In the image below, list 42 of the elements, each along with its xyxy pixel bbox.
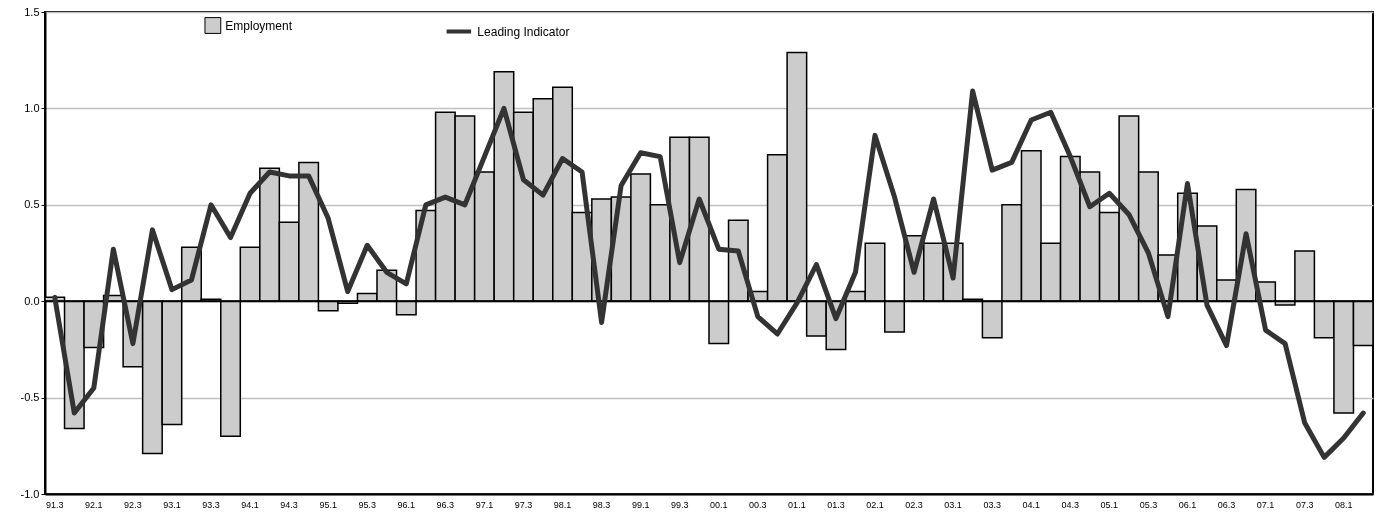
x-tick-label: 95.3 [358,499,376,510]
x-tick-label: 05.1 [1100,499,1119,510]
x-tick-label: 99.3 [670,499,689,510]
legend-label: Employment [225,18,293,33]
x-tick-label: 04.3 [1061,499,1080,510]
x-tick-label: 01.1 [788,499,806,510]
legend-label: Leading Indicator [477,24,570,39]
x-tick-label: 92.1 [85,499,103,510]
x-tick-label: 99.1 [631,499,650,510]
x-tick-label: 00.1 [710,499,728,510]
x-tick-label: 96.1 [397,499,416,510]
x-tick-label: 97.1 [475,499,494,510]
y-tick-label: 0.0 [24,294,40,307]
x-tick-label: 06.1 [1178,499,1197,510]
x-tick-label: 93.3 [202,499,220,510]
x-tick-label: 07.1 [1256,499,1275,510]
x-tick-label: 02.3 [905,499,923,510]
x-tick-label: 02.1 [866,499,884,510]
x-tick-label: 03.3 [983,499,1001,510]
x-tick-label: 08.1 [1334,499,1353,510]
x-tick-label: 96.3 [436,499,455,510]
x-tick-label: 03.1 [944,499,962,510]
x-tick-label: 05.3 [1139,499,1158,510]
y-tick-label: 1.0 [24,101,40,114]
x-tick-label: 06.3 [1217,499,1236,510]
y-tick-label: -0.5 [20,391,40,404]
x-tick-label: 94.1 [241,499,259,510]
x-tick-label: 07.3 [1295,499,1314,510]
x-tick-label: 93.1 [163,499,181,510]
x-tick-label: 94.3 [280,499,298,510]
x-tick-label: 01.3 [827,499,845,510]
y-tick-label: 1.5 [24,5,40,18]
x-tick-label: 00.3 [749,499,767,510]
x-tick-label: 98.3 [592,499,611,510]
y-tick-label: 0.5 [24,198,40,211]
x-tick-label: 97.3 [514,499,533,510]
x-tick-label: 04.1 [1022,499,1040,510]
x-tick-label: 95.1 [319,499,337,510]
x-tick-label: 91.3 [46,499,64,510]
y-tick-label: -1.0 [20,487,40,500]
x-tick-label: 92.3 [124,499,142,510]
x-tick-label: 98.1 [553,499,572,510]
